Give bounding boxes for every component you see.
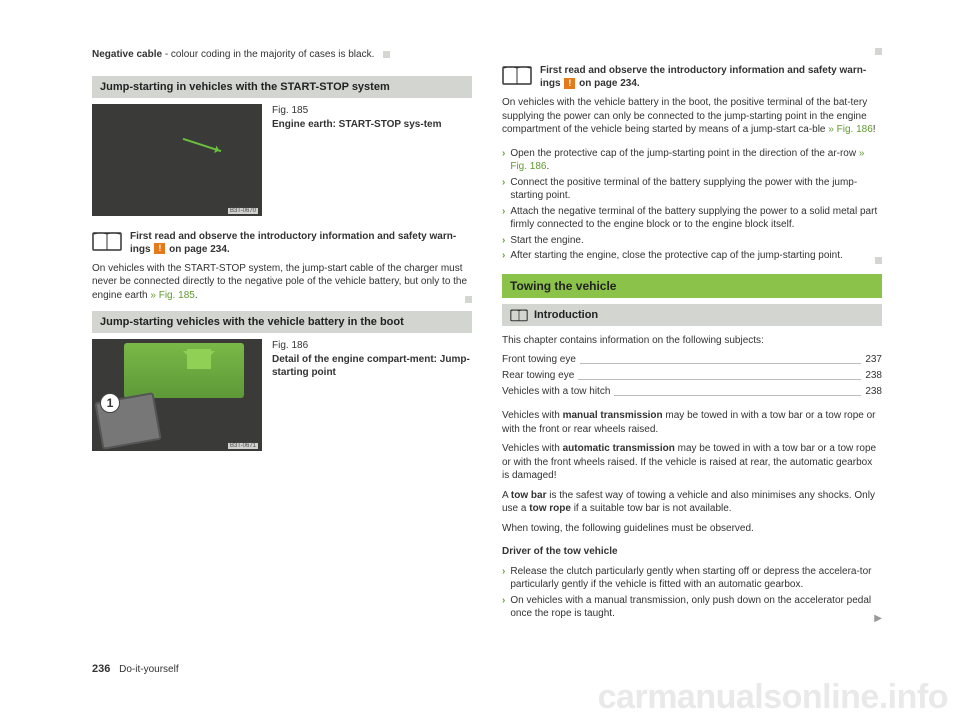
- right-column: First read and observe the introductory …: [502, 48, 882, 624]
- warning-row-2: First read and observe the introductory …: [502, 64, 882, 90]
- procedure-list: ›Open the protective cap of the jump-sta…: [502, 147, 882, 265]
- continuation-markers: [502, 48, 882, 58]
- figure-185-title: Engine earth: START-STOP sys-tem: [272, 119, 441, 130]
- book-icon: [510, 308, 528, 322]
- para-auto-trans: Vehicles with automatic transmission may…: [502, 442, 882, 483]
- figure-186-caption: Fig. 186 Detail of the engine compart-me…: [272, 339, 472, 379]
- callout-1: 1: [100, 393, 120, 413]
- figure-link[interactable]: » Fig. 186: [510, 148, 864, 173]
- list-item-text: Release the clutch particularly gently w…: [510, 565, 882, 592]
- list-item: ›Attach the negative terminal of the bat…: [502, 205, 882, 232]
- chevron-icon: ›: [502, 147, 505, 174]
- figure-185-code: B3T-0670: [228, 208, 258, 214]
- para2-b: !: [873, 124, 876, 135]
- figure-186-code: B3T-0671: [228, 443, 258, 449]
- figure-186-number: Fig. 186: [272, 339, 472, 352]
- page-number: 236: [92, 663, 110, 675]
- fig186-link[interactable]: » Fig. 186: [828, 124, 872, 135]
- pm-b: manual transmission: [563, 410, 663, 421]
- list-item-text: Open the protective cap of the jump-star…: [510, 147, 882, 174]
- figure-185-number: Fig. 185: [272, 104, 441, 117]
- chevron-icon: ›: [502, 176, 505, 203]
- warning-badge-icon: !: [564, 78, 575, 89]
- list-item: ›Release the clutch particularly gently …: [502, 565, 882, 592]
- para-guidelines: When towing, the following guidelines mu…: [502, 522, 882, 536]
- warning-badge-icon: !: [154, 243, 165, 254]
- toc-page: 237: [865, 353, 882, 367]
- warn2-post: on page 234.: [576, 78, 639, 89]
- pt-b: tow bar: [511, 490, 547, 501]
- toc-list: Front towing eye237Rear towing eye238Veh…: [502, 353, 882, 401]
- toc-leader: [614, 395, 861, 396]
- list-item: › Start the engine.: [502, 234, 882, 248]
- page-content: Negative cable - colour coding in the ma…: [0, 0, 960, 624]
- list-item-text: Connect the positive terminal of the bat…: [510, 176, 882, 203]
- toc-title: Front towing eye: [502, 353, 576, 367]
- toc-row[interactable]: Front towing eye 237: [502, 353, 882, 367]
- warning-row-1: First read and observe the introductory …: [92, 230, 472, 256]
- toc-leader: [580, 363, 861, 364]
- section-heading-towing: Towing the vehicle: [502, 274, 882, 298]
- negative-cable-label: Negative cable: [92, 49, 162, 60]
- pt-a: A: [502, 490, 511, 501]
- list-item-text: Attach the negative terminal of the batt…: [510, 205, 882, 232]
- end-marker-icon: [875, 48, 882, 55]
- introduction-heading: Introduction: [502, 304, 882, 326]
- left-column: Negative cable - colour coding in the ma…: [92, 48, 472, 624]
- end-marker-icon: [875, 257, 882, 264]
- para-towbar: A tow bar is the safest way of towing a …: [502, 489, 882, 516]
- warn1-post: on page 234.: [166, 244, 229, 255]
- toc-title: Vehicles with a tow hitch: [502, 385, 610, 399]
- figure-186-title: Detail of the engine compart-ment: Jump-…: [272, 354, 470, 378]
- book-icon: [92, 230, 122, 252]
- book-icon: [502, 64, 532, 86]
- driver-heading: Driver of the tow vehicle: [502, 545, 882, 559]
- list-item: ›Open the protective cap of the jump-sta…: [502, 147, 882, 174]
- page-footer: 236 Do-it-yourself: [92, 663, 179, 675]
- toc-leader: [578, 379, 861, 380]
- chevron-icon: ›: [502, 565, 505, 592]
- end-marker-row: [502, 257, 882, 264]
- toc-title: Rear towing eye: [502, 369, 574, 383]
- arrow-down-icon: [187, 349, 211, 369]
- watermark: carmanualsonline.info: [598, 678, 948, 717]
- list-item-text: Start the engine.: [510, 234, 583, 248]
- para2-a: On vehicles with the vehicle battery in …: [502, 97, 867, 135]
- figure-185: B3T-0670 Fig. 185 Engine earth: START-ST…: [92, 104, 472, 216]
- arrow-icon: [183, 137, 222, 151]
- warning-text-2: First read and observe the introductory …: [540, 64, 882, 90]
- introduction-label: Introduction: [534, 309, 598, 321]
- figure-185-caption: Fig. 185 Engine earth: START-STOP sys-te…: [272, 104, 441, 131]
- figure-186-image: 1 B3T-0671: [92, 339, 262, 451]
- pt-d: tow rope: [529, 503, 571, 514]
- section-heading-start-stop: Jump-starting in vehicles with the START…: [92, 76, 472, 98]
- toc-row[interactable]: Rear towing eye 238: [502, 369, 882, 383]
- pa-a: Vehicles with: [502, 443, 563, 454]
- toc-row[interactable]: Vehicles with a tow hitch 238: [502, 385, 882, 399]
- toc-lead: This chapter contains information on the…: [502, 334, 882, 348]
- end-marker-icon: [383, 51, 390, 58]
- pa-b: automatic transmission: [563, 443, 675, 454]
- section-heading-boot: Jump-starting vehicles with the vehicle …: [92, 311, 472, 333]
- chevron-icon: ›: [502, 234, 505, 248]
- warning-text-1: First read and observe the introductory …: [130, 230, 472, 256]
- toc-page: 238: [865, 369, 882, 383]
- para1-a: On vehicles with the START-STOP system, …: [92, 263, 467, 301]
- continue-arrow: ▶: [502, 613, 882, 624]
- negative-cable-para: Negative cable - colour coding in the ma…: [92, 48, 472, 62]
- pm-a: Vehicles with: [502, 410, 563, 421]
- end-marker-icon: [465, 296, 472, 303]
- pt-e: if a suitable tow bar is not available.: [571, 503, 732, 514]
- para-boot-battery: On vehicles with the vehicle battery in …: [502, 96, 882, 137]
- list-item: ›Connect the positive terminal of the ba…: [502, 176, 882, 203]
- figure-186: 1 B3T-0671 Fig. 186 Detail of the engine…: [92, 339, 472, 451]
- footer-section: Do-it-yourself: [119, 664, 178, 675]
- chevron-icon: ›: [502, 205, 505, 232]
- toc-page: 238: [865, 385, 882, 399]
- para-manual-trans: Vehicles with manual transmission may be…: [502, 409, 882, 436]
- end-marker-row: [92, 296, 472, 303]
- negative-cable-rest: - colour coding in the majority of cases…: [162, 49, 374, 60]
- figure-185-image: B3T-0670: [92, 104, 262, 216]
